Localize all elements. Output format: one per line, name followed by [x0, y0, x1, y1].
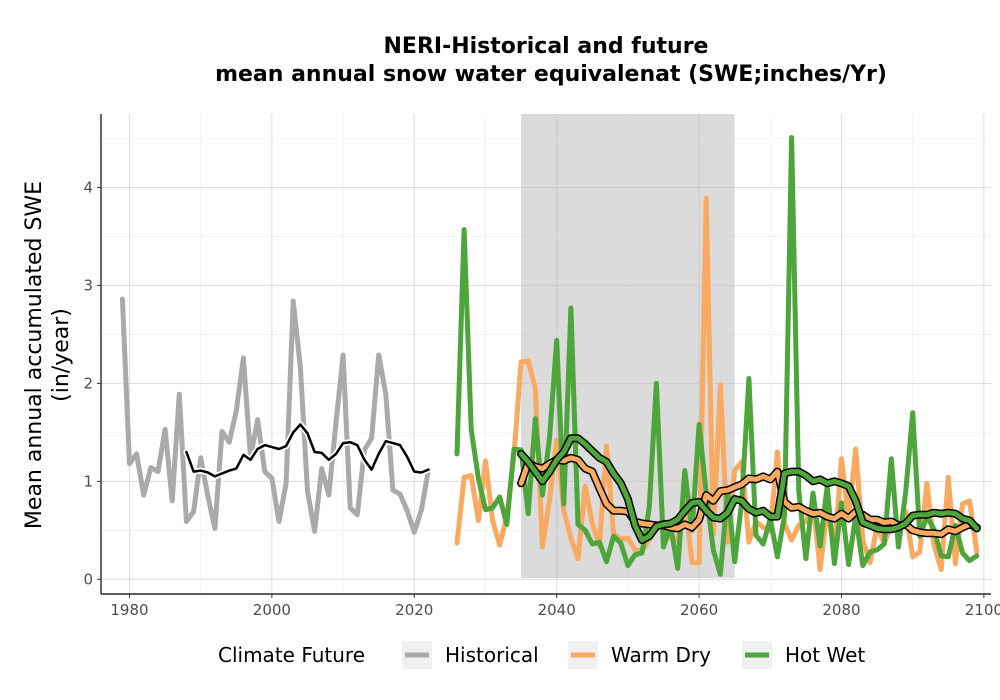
- legend-title: Climate Future: [218, 643, 365, 667]
- series-historical-10-yr-mean: [185, 423, 430, 478]
- axes: 1980 2000 2020 2040 2060 2080 2100 0 1 2 3 4: [83, 114, 1000, 619]
- x-tick-label: 2000: [253, 601, 291, 619]
- chart-title-line-2: mean annual snow water equivalenat (SWE;…: [215, 62, 887, 87]
- y-axis-title-line-2: (in/year): [49, 308, 74, 402]
- y-tick-label: 3: [83, 276, 93, 294]
- series-lines: [119, 135, 981, 577]
- legend-label-hot-wet: Hot Wet: [785, 643, 865, 667]
- x-tick-label: 2060: [680, 601, 718, 619]
- y-tick-label: 4: [83, 178, 93, 196]
- legend-label-historical: Historical: [445, 643, 539, 667]
- y-axis-title-line-1: Mean annual accumulated SWE: [22, 181, 47, 529]
- series-historical: [119, 296, 431, 535]
- legend: Climate Future Historical Warm Dry Hot Wet: [218, 641, 865, 669]
- series-hot-wet-10-yr-mean: [518, 435, 980, 543]
- x-tick-label: 2100: [965, 601, 1000, 619]
- grid: [101, 114, 991, 594]
- x-tick-label: 2080: [822, 601, 860, 619]
- plot-panel: 1980 2000 2020 2040 2060 2080 2100 0 1 2 3 4: [83, 114, 1000, 619]
- chart-title-line-1: NERI-Historical and future: [384, 34, 709, 59]
- series-hot-wet: [454, 135, 980, 577]
- y-tick-label: 0: [83, 570, 93, 588]
- legend-label-warm-dry: Warm Dry: [611, 643, 711, 667]
- x-tick-label: 2040: [538, 601, 576, 619]
- x-tick-label: 2020: [395, 601, 433, 619]
- y-tick-label: 2: [83, 374, 93, 392]
- y-tick-label: 1: [83, 472, 93, 490]
- x-tick-label: 1980: [110, 601, 148, 619]
